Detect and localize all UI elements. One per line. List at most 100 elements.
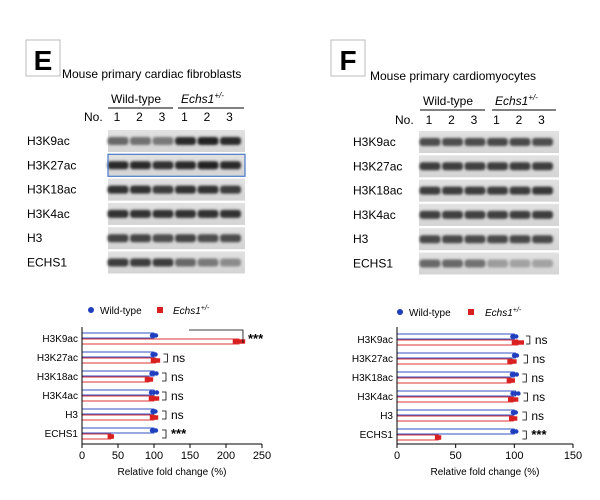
panel-f-letter: F: [339, 45, 356, 76]
legend-wild-type-marker: [397, 309, 403, 315]
chart-bar: [81, 376, 150, 383]
lane-number: 1: [426, 113, 433, 127]
chart-point: [153, 428, 159, 433]
chart-point: [508, 397, 513, 402]
chart-point: [154, 396, 160, 401]
chart-point: [236, 339, 242, 344]
chart-point: [148, 377, 154, 382]
chart-point: [154, 371, 159, 376]
blot-label: H3: [353, 232, 369, 246]
significance-label: ns: [533, 352, 546, 366]
blot-band: [487, 210, 508, 219]
panel-f-blots: H3K9ac H3K27ac H3K18ac H3K4ac H3 ECHS1: [353, 131, 559, 275]
blot-band: [487, 138, 508, 146]
chart-bar: [396, 434, 439, 441]
blot-label: H3K18ac: [353, 184, 402, 198]
legend-wild-type-label: Wild-type: [409, 308, 451, 319]
chart-x-tick-label: 100: [505, 450, 523, 462]
chart-category-label: H3K9ac: [357, 335, 393, 346]
lane-number: 2: [448, 113, 455, 127]
blot-label: H3K18ac: [27, 183, 76, 197]
blot-band: [509, 138, 531, 146]
lane-number: 3: [226, 110, 233, 124]
blot-band: [152, 185, 174, 194]
chart-x-tick-label: 150: [181, 450, 199, 462]
blot-band: [152, 258, 174, 267]
panel-e-chart: H3K9ac *** H3K27ac ns H3K18ac ns H3K4ac ns H3 ns E…: [37, 327, 271, 478]
lane-number: 3: [471, 113, 478, 127]
chart-point: [153, 415, 159, 420]
blot-band: [419, 186, 441, 195]
chart-point: [148, 396, 154, 401]
panel-e-blots: H3K9ac H3K27ac H3K18ac H3K4ac H3 ECHS1: [27, 130, 246, 274]
panel-f-letter-box: [330, 39, 366, 77]
blot-band: [487, 235, 508, 244]
blot-band: [152, 161, 174, 170]
lane-number: 2: [204, 110, 211, 124]
chart-bar: [396, 428, 515, 435]
chart-point: [516, 391, 521, 396]
blot-band: [509, 186, 531, 195]
blot-band: [175, 137, 196, 145]
panel-f-lane-numbers: 1 2 3 1 2 3: [426, 113, 546, 127]
chart-point: [519, 340, 524, 345]
blot-band: [107, 161, 129, 170]
chart-bar: [396, 396, 514, 403]
blot-band: [442, 259, 463, 268]
blot-band: [220, 161, 241, 170]
panel-f-chart: H3K9ac ns H3K27ac ns H3K18ac ns H3K4ac ns H3 ns EC…: [352, 327, 582, 478]
blot-band: [130, 137, 151, 145]
panel-e-group-echs1: Echs1+/-: [181, 91, 224, 106]
blot-row: ECHS1: [353, 252, 559, 275]
blot-band: [197, 258, 219, 267]
blot-band: [175, 234, 196, 243]
blot-band: [532, 186, 553, 195]
blot-band: [107, 258, 129, 267]
chart-bar: [81, 433, 112, 440]
blot-band: [130, 185, 151, 194]
blot-band: [509, 259, 531, 268]
panel-e-letter-box: [25, 39, 61, 77]
chart-category-label: H3K9ac: [42, 334, 78, 345]
blot-row: H3: [27, 227, 245, 250]
significance-bracket: [523, 354, 528, 364]
blot-band: [152, 209, 174, 218]
blot-row: H3K9ac: [353, 131, 559, 153]
blot-band: [464, 235, 486, 244]
blot-band: [175, 258, 196, 267]
chart-point: [154, 390, 160, 395]
chart-point: [513, 397, 519, 402]
lane-number: 3: [159, 110, 166, 124]
chart-point: [436, 435, 442, 440]
significance-bracket: [189, 329, 244, 343]
blot-label: H3K9ac: [27, 134, 70, 148]
chart-x-tick-label: 0: [394, 450, 400, 462]
chart-category-label: H3: [380, 411, 393, 422]
lane-number: 1: [114, 110, 121, 124]
chart-x-axis-label: Relative fold change (%): [118, 467, 227, 478]
blot-row: ECHS1: [27, 251, 245, 274]
chart-x-tick-label: 200: [217, 450, 235, 462]
chart-bar: [396, 333, 515, 340]
blot-label: H3K9ac: [353, 135, 396, 149]
blot-band: [532, 210, 553, 219]
significance-label: ns: [171, 389, 184, 403]
blot-band: [107, 185, 129, 194]
blot-row: H3: [353, 228, 559, 251]
blot-band: [532, 235, 553, 244]
significance-label: ***: [248, 331, 264, 346]
blot-band: [175, 185, 196, 194]
blot-band: [107, 209, 129, 218]
legend-echs1-label: Echs1+/-: [173, 305, 210, 317]
significance-bracket: [522, 411, 527, 421]
significance-label: ns: [172, 351, 185, 365]
panel-f-legend: Wild-type Echs1+/-: [397, 307, 522, 319]
chart-point: [153, 358, 158, 363]
blot-band: [532, 138, 553, 146]
chart-category-label: H3K4ac: [42, 391, 78, 402]
blot-row: H3K27ac: [353, 155, 559, 178]
chart-bar: [81, 370, 155, 377]
blot-band: [419, 210, 441, 219]
chart-x-tick-label: 50: [450, 450, 462, 462]
significance-label: ***: [531, 427, 547, 442]
